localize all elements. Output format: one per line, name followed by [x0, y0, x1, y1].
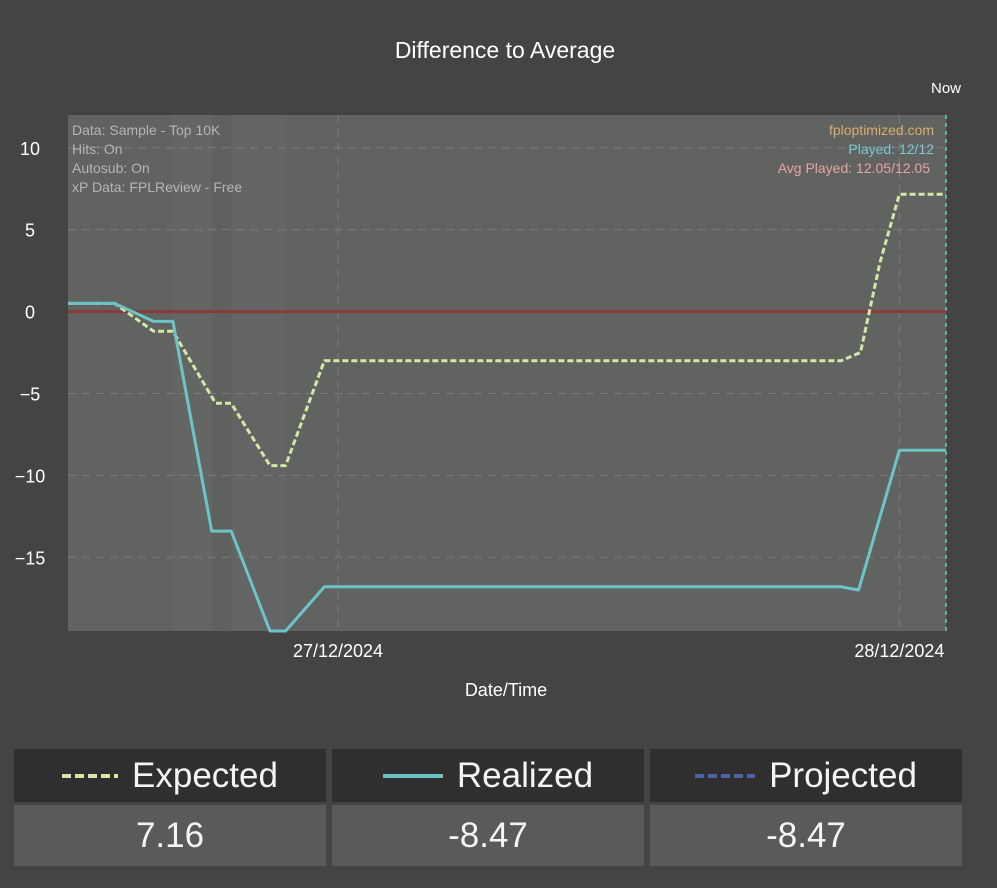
- now-label: Now: [931, 80, 961, 97]
- annotation-left: Hits: On: [72, 141, 123, 157]
- legend-realized-header: Realized: [332, 749, 644, 802]
- x-axis: 27/12/2024 28/12/2024: [293, 641, 944, 661]
- annotations-left: Data: Sample - Top 10K Hits: On Autosub: O…: [72, 122, 242, 195]
- annotations-right: fploptimized.com Played: 12/12 Avg Played:…: [778, 122, 935, 176]
- chart: Difference to Average Now 10 5 0 −5 −10 −15 2…: [15, 37, 961, 700]
- legend-expected-value: 7.16: [14, 805, 326, 866]
- y-tick-label: 10: [20, 139, 40, 159]
- plot-background: [68, 115, 946, 631]
- shaded-band-1: [172, 115, 212, 631]
- legend-realized-value: -8.47: [332, 805, 644, 866]
- legend-projected: Projected -8.47: [650, 749, 962, 866]
- y-tick-label: 5: [25, 221, 35, 241]
- legend-projected-label: Projected: [769, 755, 917, 795]
- y-tick-label: −15: [15, 548, 46, 568]
- y-tick-label: 0: [25, 303, 35, 323]
- series-line-realized: [68, 301, 946, 633]
- x-tick-label: 27/12/2024: [293, 641, 383, 661]
- shaded-band-4: [285, 115, 947, 631]
- annotation-left: xP Data: FPLReview - Free: [72, 179, 242, 195]
- annotation-left: Data: Sample - Top 10K: [72, 122, 221, 138]
- legend-expected: Expected 7.16: [14, 749, 326, 866]
- y-tick-label: −10: [15, 466, 46, 486]
- chart-title: Difference to Average: [395, 37, 615, 63]
- shaded-band-0: [68, 115, 173, 631]
- legend-expected-header: Expected: [14, 749, 326, 802]
- legend-projected-header: Projected: [650, 749, 962, 802]
- shaded-band-2: [211, 115, 232, 631]
- y-axis: 10 5 0 −5 −10 −15: [15, 139, 46, 569]
- grid: [68, 115, 947, 631]
- shaded-band-3: [231, 115, 286, 631]
- legend-projected-value: -8.47: [650, 805, 962, 866]
- plot-area: [68, 115, 947, 631]
- dashed-line-icon: [695, 773, 756, 778]
- legend-realized: Realized -8.47: [332, 749, 644, 866]
- solid-line-icon: [382, 773, 443, 778]
- y-tick-label: −5: [20, 384, 41, 404]
- dashed-line-icon: [62, 773, 119, 778]
- annotation-left: Autosub: On: [72, 160, 150, 176]
- x-axis-label: Date/Time: [465, 680, 547, 700]
- annotation-right: Played: 12/12: [848, 141, 934, 157]
- legend-realized-label: Realized: [456, 755, 594, 795]
- series-group: [67, 192, 947, 633]
- annotation-right: Avg Played: 12.05/12.05: [778, 160, 931, 176]
- legend-expected-label: Expected: [132, 755, 278, 795]
- annotation-right: fploptimized.com: [829, 122, 934, 138]
- x-tick-label: 28/12/2024: [854, 641, 944, 661]
